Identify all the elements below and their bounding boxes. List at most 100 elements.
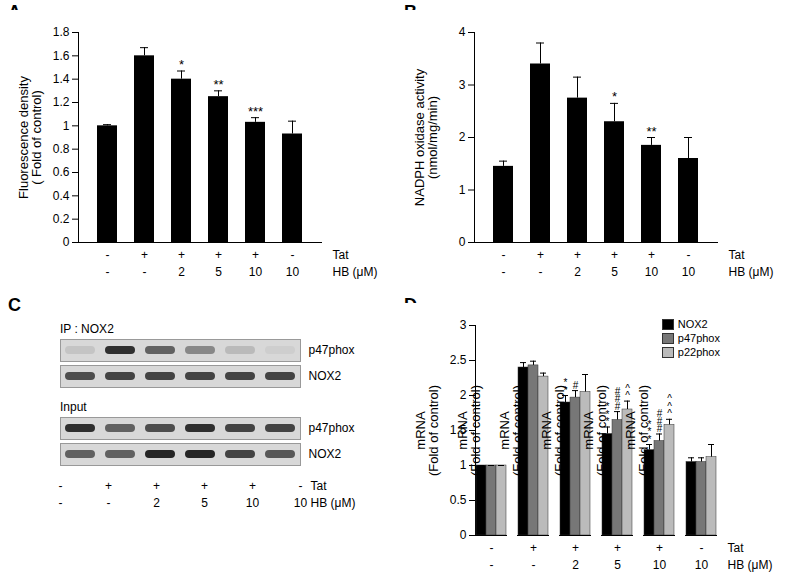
svg-text:NOX2: NOX2	[309, 369, 342, 383]
svg-text:**: **	[646, 124, 656, 139]
svg-text:+: +	[656, 541, 663, 555]
svg-text:+: +	[141, 248, 148, 262]
svg-text:Tat: Tat	[729, 248, 746, 262]
svg-text:10: 10	[645, 265, 659, 279]
svg-text:Fluorescence density( Fold of: Fluorescence density( Fold of control)	[16, 76, 44, 199]
svg-text:mRNA(Fold of control): mRNA(Fold of control)	[623, 385, 651, 476]
svg-text:0.8: 0.8	[53, 142, 70, 156]
svg-text:-: -	[490, 558, 494, 572]
svg-text:###: ###	[657, 408, 663, 434]
svg-text:0.2: 0.2	[53, 212, 70, 226]
svg-text:2: 2	[459, 130, 466, 144]
svg-text:+: +	[178, 248, 185, 262]
svg-text:mRNA(Fold of control): mRNA(Fold of control)	[581, 385, 609, 476]
svg-text:1.8: 1.8	[53, 25, 70, 39]
svg-text:+: +	[215, 248, 222, 262]
svg-text:###: ###	[615, 386, 621, 412]
svg-text:p47phox: p47phox	[309, 421, 355, 435]
svg-text:***: ***	[248, 104, 263, 119]
svg-text:2: 2	[153, 496, 160, 510]
svg-text:2.5: 2.5	[450, 353, 467, 367]
svg-text:10: 10	[286, 265, 300, 279]
svg-text:-: -	[502, 265, 506, 279]
svg-text:0: 0	[63, 235, 70, 249]
svg-text:NOX2: NOX2	[309, 447, 342, 461]
svg-text:-: -	[700, 541, 704, 555]
svg-text:+: +	[252, 248, 259, 262]
svg-text:+: +	[537, 248, 544, 262]
svg-text:2: 2	[572, 558, 579, 572]
svg-text:1: 1	[459, 183, 466, 197]
svg-text:2: 2	[574, 265, 581, 279]
svg-text:-: -	[59, 479, 63, 493]
svg-text:+: +	[153, 479, 160, 493]
svg-text:+: +	[611, 248, 618, 262]
svg-text:-: -	[502, 248, 506, 262]
svg-text:10: 10	[653, 558, 667, 572]
svg-text:3: 3	[459, 78, 466, 92]
html-text:IP : NOX2: IP : NOX2	[60, 322, 114, 336]
svg-text:5: 5	[201, 496, 208, 510]
svg-text:-: -	[532, 558, 536, 572]
svg-text:1: 1	[63, 119, 70, 133]
svg-text:^^: ^^	[625, 383, 630, 402]
svg-text:mRNA(Fold of control): mRNA(Fold of control)	[455, 385, 483, 476]
svg-text:1.2: 1.2	[53, 95, 70, 109]
svg-text:10: 10	[294, 496, 308, 510]
svg-text:NADPH oxidase activity(nmol/mg: NADPH oxidase activity(nmol/mg/min)	[412, 68, 440, 206]
svg-text:+: +	[530, 541, 537, 555]
svg-text:-: -	[106, 248, 110, 262]
svg-text:HB (μM): HB (μM)	[728, 558, 773, 572]
svg-text:+: +	[574, 248, 581, 262]
svg-text:mRNA(Fold of control): mRNA(Fold of control)	[497, 385, 525, 476]
svg-text:+: +	[105, 479, 112, 493]
svg-text:#: #	[573, 380, 579, 391]
svg-text:0.5: 0.5	[450, 493, 467, 507]
svg-text:-: -	[539, 265, 543, 279]
svg-text:**: **	[213, 77, 223, 92]
svg-text:+: +	[572, 541, 579, 555]
svg-text:5: 5	[611, 265, 618, 279]
svg-text:0.6: 0.6	[53, 165, 70, 179]
svg-text:p47phox: p47phox	[309, 343, 355, 357]
svg-text:mRNA(Fold of control): mRNA(Fold of control)	[413, 385, 441, 476]
svg-text:5: 5	[215, 265, 222, 279]
svg-text:*: *	[612, 89, 617, 104]
svg-text:0.4: 0.4	[53, 189, 70, 203]
svg-text:^^^: ^^^	[667, 393, 672, 419]
svg-text:+: +	[249, 479, 256, 493]
svg-text:0: 0	[459, 235, 466, 249]
svg-text:4: 4	[459, 25, 466, 39]
svg-text:-: -	[291, 248, 295, 262]
svg-text:1: 1	[460, 458, 467, 472]
svg-text:HB (μM): HB (μM)	[311, 496, 356, 510]
svg-text:HB (μM): HB (μM)	[729, 265, 774, 279]
svg-text:1.4: 1.4	[53, 72, 70, 86]
svg-text:2: 2	[178, 265, 185, 279]
svg-text:-: -	[687, 248, 691, 262]
svg-text:+: +	[614, 541, 621, 555]
svg-text:10: 10	[249, 265, 263, 279]
svg-text:-: -	[106, 265, 110, 279]
svg-text:mRNA(Fold of control): mRNA(Fold of control)	[539, 385, 567, 476]
svg-text:+: +	[648, 248, 655, 262]
svg-text:2: 2	[460, 388, 467, 402]
svg-text:-: -	[299, 479, 303, 493]
svg-text:Tat: Tat	[728, 541, 745, 555]
svg-text:Tat: Tat	[333, 248, 350, 262]
svg-text:*: *	[179, 57, 184, 72]
svg-text:-: -	[490, 541, 494, 555]
svg-text:1.6: 1.6	[53, 49, 70, 63]
svg-text:HB (μM): HB (μM)	[333, 265, 378, 279]
svg-text:-: -	[107, 496, 111, 510]
svg-text:3: 3	[460, 318, 467, 332]
svg-text:-: -	[143, 265, 147, 279]
svg-text:+: +	[201, 479, 208, 493]
svg-text:10: 10	[246, 496, 260, 510]
svg-text:Tat: Tat	[311, 479, 328, 493]
svg-text:10: 10	[695, 558, 709, 572]
svg-text:10: 10	[682, 265, 696, 279]
svg-text:-: -	[59, 496, 63, 510]
svg-text:5: 5	[614, 558, 621, 572]
svg-text:0: 0	[460, 528, 467, 542]
